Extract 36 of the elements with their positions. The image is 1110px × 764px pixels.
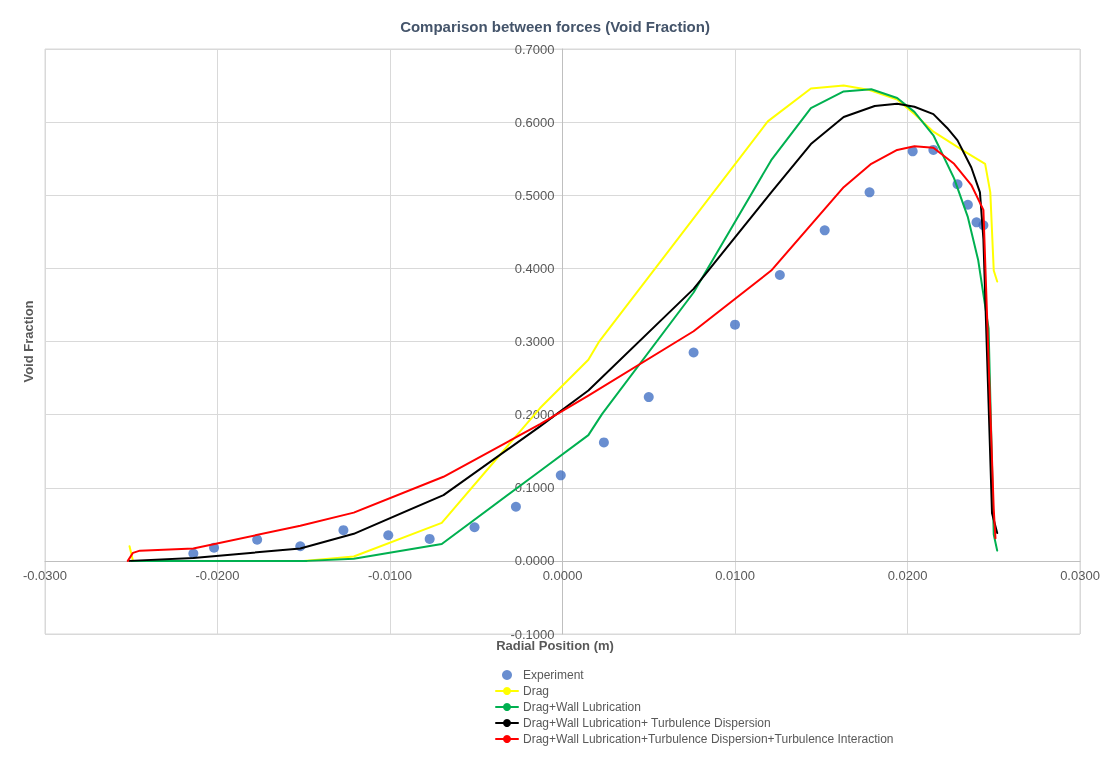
point [555, 470, 566, 481]
point [383, 530, 394, 541]
point [424, 533, 435, 544]
point [510, 501, 521, 512]
point [730, 319, 740, 330]
x-tick-label: 0.0200 [887, 567, 928, 583]
y-tick-label: 0.7000 [514, 41, 555, 57]
point [819, 225, 830, 236]
x-tick-label: 0.0300 [1060, 567, 1100, 583]
x-tick-label: 0.0100 [715, 567, 755, 583]
point [688, 347, 699, 358]
legend-label: Drag [523, 684, 550, 698]
point [598, 437, 609, 448]
point [469, 522, 480, 533]
y-tick-label: 0.6000 [514, 114, 555, 130]
y-tick-label: 0.3000 [514, 334, 555, 349]
y-tick-label: 0.0000 [514, 553, 555, 569]
x-tick-label: -0.0300 [22, 567, 68, 583]
point [907, 146, 918, 157]
x-tick-label: 0.0000 [542, 567, 583, 583]
point [643, 392, 654, 403]
y-tick-label: 0.4000 [514, 260, 555, 276]
y-tick-label: 0.1000 [514, 480, 555, 496]
point [774, 269, 785, 280]
point [252, 534, 263, 545]
legend-label: Drag+Wall Lubrication [523, 700, 641, 714]
x-tick-label: -0.0200 [195, 567, 240, 583]
legend-label: Drag+Wall Lubrication+Turbulence Dispersion+Turbulence Interaction [523, 732, 894, 746]
y-axis-title: Void Fraction [20, 300, 36, 383]
y-tick-label: 0.5000 [514, 187, 555, 203]
legend-label: Experiment [523, 668, 585, 682]
legend-label: Drag+Wall Lubrication+ Turbulence Dispersion [523, 716, 771, 730]
point [864, 187, 875, 198]
point [338, 525, 349, 536]
x-tick-label: -0.0100 [367, 567, 413, 583]
chart-title: Comparison between forces (Void Fraction) [400, 18, 710, 35]
